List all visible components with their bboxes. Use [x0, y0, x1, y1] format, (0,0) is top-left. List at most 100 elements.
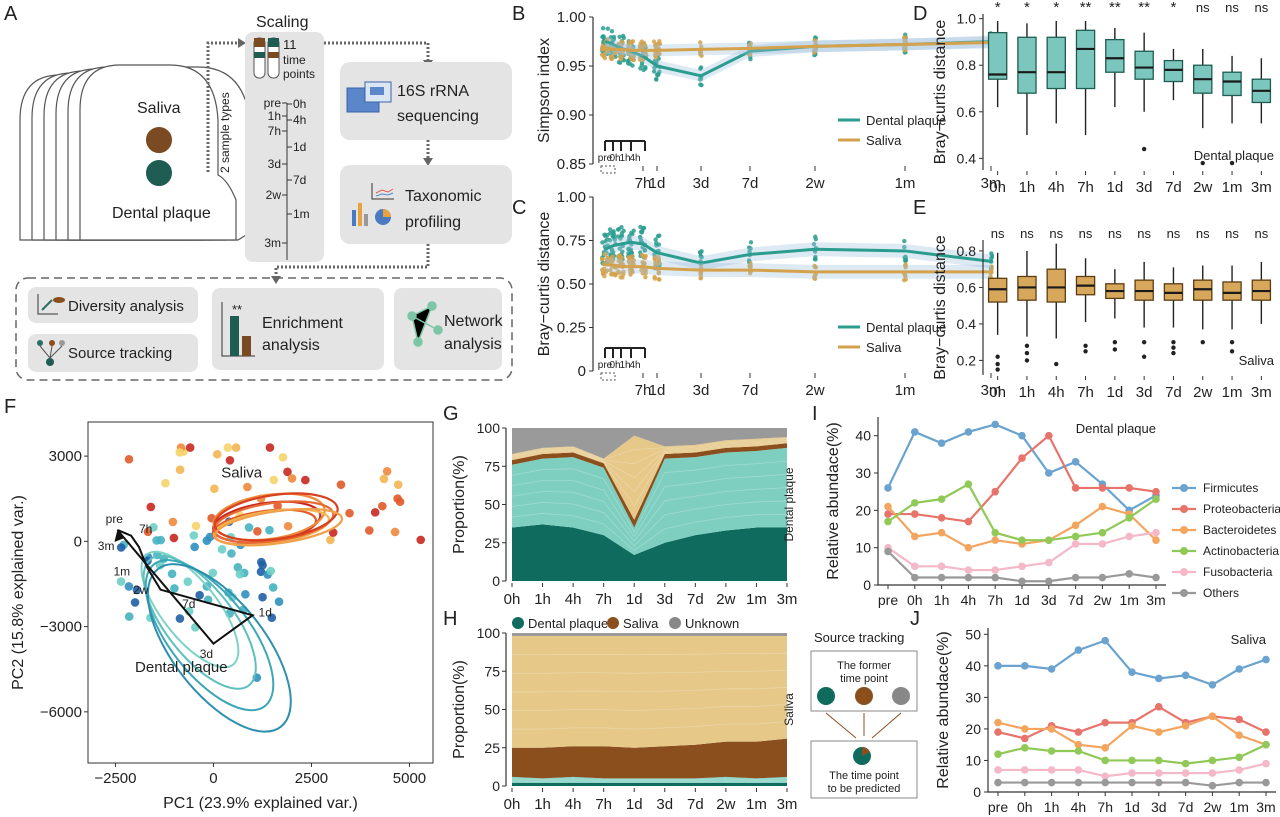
- series-point: [1021, 725, 1029, 733]
- y-tick-label: 3000: [49, 448, 82, 465]
- data-point: [698, 65, 704, 70]
- panel-annotation: Dental plaque: [1194, 148, 1274, 163]
- panel-label-i: I: [812, 403, 818, 425]
- box: [1046, 36, 1066, 90]
- data-point: [813, 38, 818, 43]
- series-point: [1235, 731, 1243, 740]
- plaque-point: [265, 525, 274, 535]
- plaque-point: [241, 589, 250, 599]
- plaque-point: [244, 523, 254, 532]
- area-layer: [512, 633, 787, 637]
- series-point: [1071, 458, 1080, 466]
- series-point: [1101, 718, 1109, 727]
- series-point: [1074, 740, 1083, 749]
- series-point: [1125, 570, 1133, 578]
- data-point: [903, 258, 908, 263]
- data-point: [657, 69, 662, 74]
- series-point: [911, 428, 919, 436]
- series-point: [991, 487, 999, 496]
- y-tick-label: 0.8: [957, 243, 977, 259]
- outlier-point: [1083, 349, 1088, 354]
- scaling-title: Scaling: [256, 14, 308, 31]
- data-point: [643, 253, 648, 259]
- saliva-point: [175, 448, 185, 457]
- legend-label: Others: [1203, 586, 1239, 600]
- y-tick-label: 0: [492, 573, 500, 589]
- x-tick-label: 2500: [295, 770, 328, 787]
- y-tick-label: 50: [484, 497, 500, 513]
- data-point: [651, 69, 657, 74]
- plaque-point: [233, 563, 243, 572]
- area-texture: [511, 437, 788, 460]
- data-point: [698, 250, 703, 255]
- trajectory-label: 1m: [113, 564, 130, 578]
- plaque-point: [217, 545, 227, 554]
- analysis-group: [15, 277, 513, 381]
- plaque-point: [167, 569, 177, 579]
- trajectory-label: pre: [106, 512, 124, 526]
- y-axis-title: Proportion(%): [451, 455, 468, 554]
- data-point: [600, 240, 605, 245]
- data-point: [652, 276, 658, 281]
- trajectory-arrowhead: [114, 529, 125, 542]
- panel-label-d: D: [913, 3, 927, 25]
- legend-swatch: [607, 617, 619, 629]
- significance-label: ns: [1196, 0, 1210, 15]
- series-point: [1101, 744, 1109, 752]
- x-tick-label: 3m: [981, 175, 1002, 192]
- area-texture: [512, 669, 788, 674]
- plaque-label: Dental plaque: [112, 205, 211, 222]
- series-point: [1047, 665, 1056, 673]
- series-point: [1021, 744, 1029, 752]
- y-axis-title: Bray−curtis distance: [932, 235, 949, 380]
- series-point: [1125, 532, 1133, 541]
- series-point: [1128, 778, 1136, 787]
- outlier-point: [1229, 160, 1235, 166]
- plaque-point: [227, 549, 236, 558]
- series-line: [888, 433, 1157, 523]
- area-layer: [512, 738, 787, 779]
- legend-label: Saliva: [623, 616, 659, 631]
- series-point: [1047, 766, 1056, 774]
- series-point: [884, 484, 892, 492]
- plaque-point: [175, 614, 185, 623]
- trajectory-label: 3m: [98, 539, 115, 553]
- y-tick-label: 25: [484, 535, 500, 551]
- significance-label: **: [1109, 0, 1121, 16]
- x-tick-label: 0: [209, 770, 217, 787]
- series-point: [1101, 756, 1109, 765]
- panel-label-g: G: [443, 403, 459, 425]
- x-tick-label: 7d: [687, 796, 704, 813]
- legend-swatch-point: [1180, 589, 1188, 597]
- saliva-point: [326, 535, 335, 545]
- outlier-point: [1112, 339, 1118, 345]
- x-tick-label: 0h: [1017, 799, 1033, 815]
- data-point: [628, 270, 633, 275]
- source-box: [28, 334, 198, 372]
- y-tick-label: 1.00: [557, 9, 586, 26]
- plaque-point: [274, 597, 284, 606]
- significance-label: ns: [1137, 226, 1151, 241]
- series-point: [994, 662, 1002, 670]
- x-tick-label: 5000: [393, 770, 426, 787]
- series-point: [1152, 536, 1160, 544]
- x-tick-label: 7h: [595, 591, 612, 608]
- series-point: [1045, 469, 1053, 477]
- timeline-label: 1d: [293, 140, 306, 154]
- area-texture: [511, 474, 788, 538]
- y-axis-title: Relative abundace(%): [825, 422, 842, 579]
- y-tick-label: 0.50: [557, 276, 586, 293]
- outlier-point: [1141, 146, 1147, 152]
- data-point: [608, 35, 613, 40]
- saliva-point: [168, 517, 178, 527]
- outlier-point: [1141, 339, 1147, 345]
- trajectory-label: 7d: [182, 597, 195, 611]
- data-point: [813, 35, 818, 40]
- series-point: [1262, 759, 1270, 768]
- area-texture: [511, 513, 788, 551]
- data-point: [638, 235, 643, 240]
- area-texture: [511, 780, 788, 782]
- series-point: [1235, 665, 1243, 673]
- saliva-point: [169, 533, 179, 543]
- data-point: [643, 275, 648, 280]
